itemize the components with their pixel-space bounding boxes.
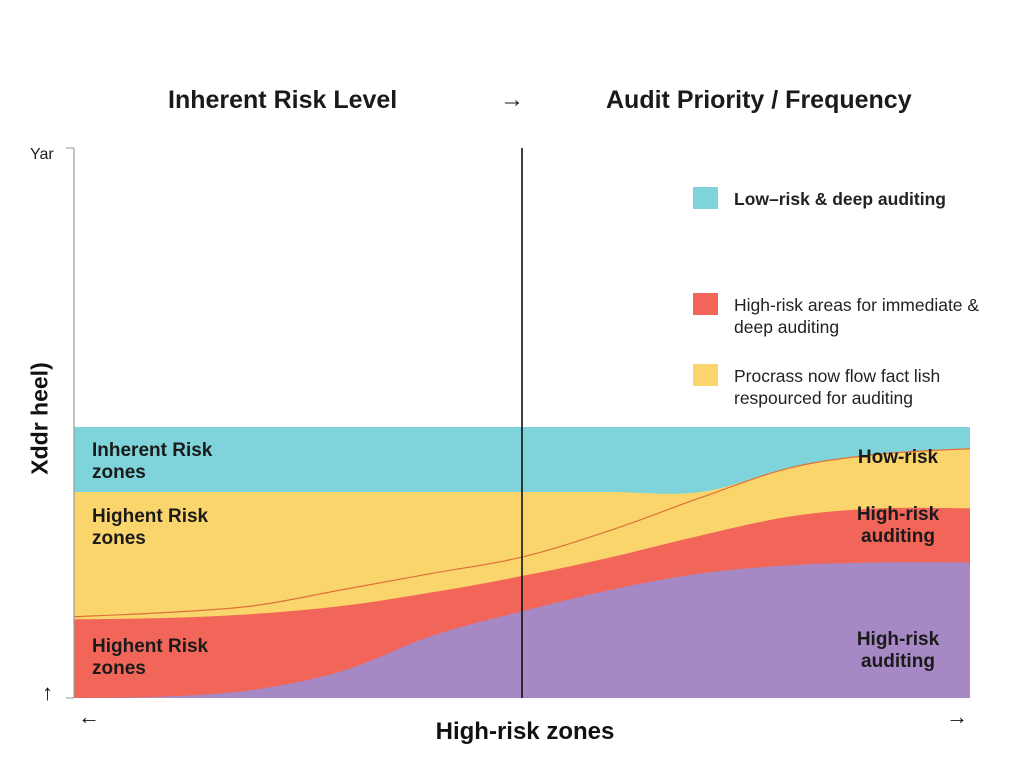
right-arrow-icon: → [946,704,968,729]
legend-label: High-risk areas for immediate & deep aud… [734,295,980,337]
left-arrow-icon: ← [78,704,100,729]
legend-swatch-yellow [693,364,718,386]
x-axis-label: High-risk zones [435,718,615,745]
up-arrow-icon: ↑ [42,680,53,705]
heading-arrow-icon: → [500,86,524,113]
area-label-yellow: How-risk [857,447,939,468]
inherent-risk-heading: Inherent Risk Level [168,86,398,114]
legend-item-high-risk: High-risk areas for immediate & deep aud… [693,293,984,338]
audit-priority-heading: Audit Priority / Frequency [606,86,912,114]
area-label-red: High-risk auditing [856,504,940,547]
zone-label-red: Highent Risk zones [92,636,209,679]
area-label-purple: High-risk auditing [856,629,940,672]
legend-label: Procrass now flow fact lish respourced f… [734,366,941,408]
legend-swatch-teal [693,187,718,209]
y-axis-top-label: Yar [30,146,54,163]
legend-item-process: Procrass now flow fact lish respourced f… [693,364,984,409]
legend-label: Low–risk & deep auditing [734,189,946,209]
legend-item-low-risk: Low–risk & deep auditing [693,187,946,210]
legend-swatch-red [693,293,718,315]
zone-label-yellow: Highent Risk zones [92,506,209,549]
zone-label-teal: Inherent Risk zones [92,440,213,483]
